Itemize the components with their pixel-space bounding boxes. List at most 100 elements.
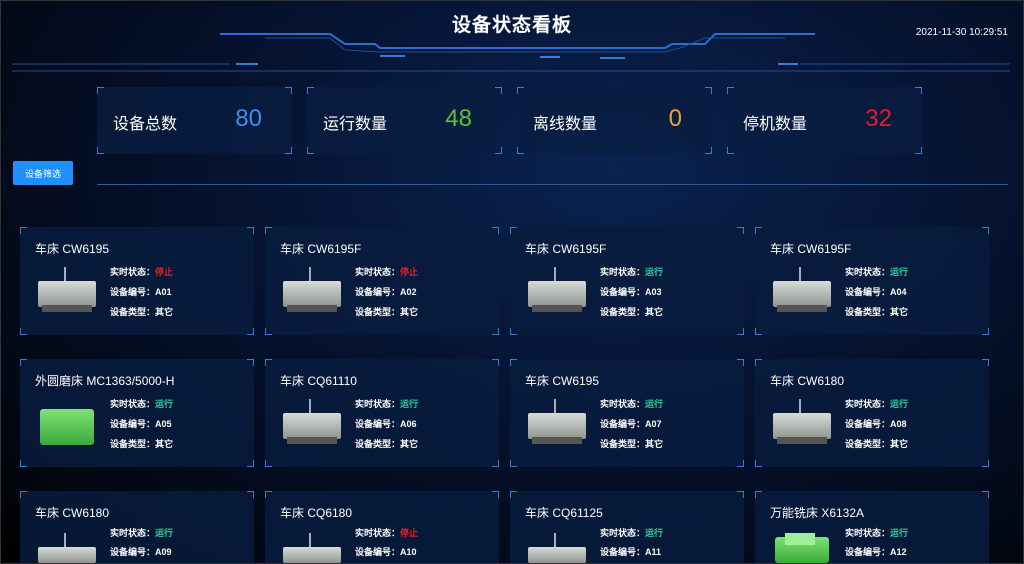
code-row: 设备编号：A01	[110, 282, 173, 302]
stat-label: 离线数量	[533, 116, 598, 133]
status-value: 运行	[890, 528, 909, 538]
type-value: 其它	[155, 307, 174, 317]
code-value: A01	[155, 287, 172, 297]
code-row: 设备编号：A11	[600, 543, 663, 562]
code-value: A12	[890, 547, 907, 557]
device-card[interactable]: 外圆磨床 MC1363/5000-H 实时状态：运行 设备编号：A05 设备类型…	[20, 359, 254, 467]
device-card[interactable]: 车床 CW6180 实时状态：运行 设备编号：A09	[20, 491, 254, 563]
stat-value: 80	[235, 105, 262, 132]
type-label: 设备类型：	[600, 439, 646, 449]
type-label: 设备类型：	[845, 307, 891, 317]
code-value: A04	[890, 287, 907, 297]
code-value: A08	[890, 419, 907, 429]
code-value: A10	[400, 547, 417, 557]
device-name: 车床 CQ61110	[280, 374, 357, 388]
code-value: A03	[645, 287, 662, 297]
lathe-image	[281, 267, 343, 317]
device-card[interactable]: 车床 CW6195F 实时状态：运行 设备编号：A03 设备类型：其它	[510, 227, 744, 335]
code-label: 设备编号：	[845, 419, 891, 429]
status-row: 实时状态：运行	[110, 394, 173, 414]
device-filter-button[interactable]: 设备筛选	[13, 161, 73, 185]
device-name: 车床 CW6195F	[280, 242, 362, 256]
lathe-image	[36, 267, 98, 317]
status-label: 实时状态：	[600, 399, 646, 409]
status-row: 实时状态：停止	[355, 262, 418, 282]
status-row: 实时状态：运行	[600, 524, 663, 543]
status-row: 实时状态：运行	[845, 394, 908, 414]
status-label: 实时状态：	[845, 399, 891, 409]
stat-card: 设备总数 80	[97, 87, 292, 154]
device-name: 车床 CW6195F	[525, 242, 607, 256]
device-card[interactable]: 车床 CW6195F 实时状态：停止 设备编号：A02 设备类型：其它	[265, 227, 499, 335]
status-value: 运行	[155, 399, 174, 409]
type-row: 设备类型：其它	[110, 302, 173, 322]
status-label: 实时状态：	[110, 528, 156, 538]
status-row: 实时状态：运行	[845, 262, 908, 282]
stat-value: 0	[668, 105, 682, 132]
header-decoration	[12, 33, 1010, 72]
code-label: 设备编号：	[110, 419, 156, 429]
type-row: 设备类型：其它	[845, 302, 908, 322]
lathe-image	[281, 399, 343, 449]
code-label: 设备编号：	[600, 419, 646, 429]
device-name: 车床 CW6180	[35, 506, 110, 520]
device-card[interactable]: 车床 CQ6180 实时状态：停止 设备编号：A10	[265, 491, 499, 563]
type-value: 其它	[645, 439, 664, 449]
lathe-image	[526, 399, 588, 449]
stat-card: 离线数量 0	[517, 87, 712, 154]
code-label: 设备编号：	[600, 547, 646, 557]
type-value: 其它	[645, 307, 664, 317]
datetime: 2021-11-30 10:29:51	[915, 27, 1008, 38]
type-row: 设备类型：其它	[110, 434, 173, 454]
code-value: A11	[645, 547, 662, 557]
device-card[interactable]: 车床 CW6195 实时状态：运行 设备编号：A07 设备类型：其它	[510, 359, 744, 467]
device-name: 车床 CW6180	[770, 374, 845, 388]
code-label: 设备编号：	[355, 419, 401, 429]
code-row: 设备编号：A10	[355, 543, 418, 562]
lathe-image	[281, 533, 343, 563]
device-card[interactable]: 车床 CQ61125 实时状态：运行 设备编号：A11	[510, 491, 744, 563]
code-row: 设备编号：A04	[845, 282, 908, 302]
status-value: 停止	[155, 267, 174, 277]
lathe-image	[771, 267, 833, 317]
device-card[interactable]: 车床 CQ61110 实时状态：运行 设备编号：A06 设备类型：其它	[265, 359, 499, 467]
status-value: 运行	[890, 399, 909, 409]
code-label: 设备编号：	[355, 547, 401, 557]
device-card[interactable]: 车床 CW6195F 实时状态：运行 设备编号：A04 设备类型：其它	[755, 227, 989, 335]
divider	[97, 184, 1008, 185]
code-value: A05	[155, 419, 172, 429]
device-card[interactable]: 车床 CW6180 实时状态：运行 设备编号：A08 设备类型：其它	[755, 359, 989, 467]
code-row: 设备编号：A02	[355, 282, 418, 302]
type-label: 设备类型：	[110, 439, 156, 449]
status-row: 实时状态：停止	[110, 262, 173, 282]
type-value: 其它	[155, 439, 174, 449]
code-row: 设备编号：A05	[110, 414, 173, 434]
code-row: 设备编号：A03	[600, 282, 663, 302]
type-label: 设备类型：	[110, 307, 156, 317]
type-value: 其它	[890, 439, 909, 449]
stat-card: 运行数量 48	[307, 87, 502, 154]
code-label: 设备编号：	[600, 287, 646, 297]
grinder-image	[36, 399, 98, 449]
device-card[interactable]: 车床 CW6195 实时状态：停止 设备编号：A01 设备类型：其它	[20, 227, 254, 335]
stat-card: 停机数量 32	[727, 87, 922, 154]
status-row: 实时状态：运行	[110, 524, 173, 543]
stat-value: 48	[445, 105, 472, 132]
device-card[interactable]: 万能铣床 X6132A 实时状态：运行 设备编号：A12	[755, 491, 989, 563]
status-label: 实时状态：	[845, 267, 891, 277]
type-value: 其它	[400, 439, 419, 449]
status-value: 运行	[645, 399, 664, 409]
type-label: 设备类型：	[845, 439, 891, 449]
device-name: 车床 CW6195	[525, 374, 600, 388]
status-row: 实时状态：停止	[355, 524, 418, 543]
code-row: 设备编号：A09	[110, 543, 173, 562]
status-value: 运行	[400, 399, 419, 409]
code-value: A09	[155, 547, 172, 557]
status-label: 实时状态：	[355, 399, 401, 409]
code-row: 设备编号：A07	[600, 414, 663, 434]
status-value: 运行	[890, 267, 909, 277]
device-name: 车床 CW6195F	[770, 242, 852, 256]
device-name: 车床 CQ61125	[525, 506, 603, 520]
status-value: 停止	[400, 267, 419, 277]
code-label: 设备编号：	[355, 287, 401, 297]
